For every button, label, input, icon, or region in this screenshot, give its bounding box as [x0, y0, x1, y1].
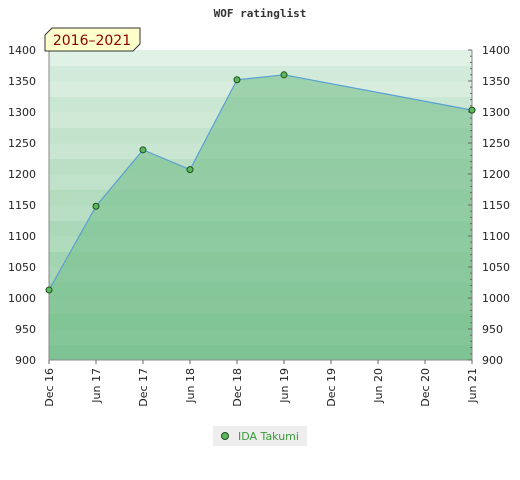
- y-tick-label-left: 1150: [8, 199, 36, 212]
- y-tick-label-right: 1300: [482, 106, 510, 119]
- legend-box: [213, 426, 307, 446]
- y-tick-label-right: 1150: [482, 199, 510, 212]
- x-tick-label: Jun 20: [372, 368, 385, 404]
- y-tick-label-left: 1050: [8, 261, 36, 274]
- x-tick-label: Dec 20: [419, 368, 432, 407]
- y-tick-label-right: 1350: [482, 75, 510, 88]
- y-tick-label-left: 1400: [8, 44, 36, 57]
- y-tick-label-right: 1400: [482, 44, 510, 57]
- y-tick-label-left: 1300: [8, 106, 36, 119]
- period-badge: 2016–2021: [44, 27, 141, 52]
- y-tick-label-left: 1200: [8, 168, 36, 181]
- y-tick-label-left: 1100: [8, 230, 36, 243]
- y-tick-label-right: 900: [482, 354, 503, 367]
- x-tick-label: Dec 19: [325, 368, 338, 407]
- y-tick-label-right: 1000: [482, 292, 510, 305]
- data-point: [468, 106, 476, 114]
- rating-markers: [45, 71, 476, 294]
- rating-area-fill: [49, 74, 472, 361]
- y-tick-label-right: 1100: [482, 230, 510, 243]
- y-tick-label-left: 1250: [8, 137, 36, 150]
- x-axis-labels: Dec 16 Jun 17 Dec 17 Jun 18 Dec 18 Jun 19 Dec …: [43, 360, 479, 407]
- y-tick-label-right: 1200: [482, 168, 510, 181]
- data-point: [186, 166, 194, 174]
- background-band: [49, 50, 472, 66]
- period-badge-shape: [44, 27, 141, 52]
- y-tick-label-right: 1250: [482, 137, 510, 150]
- axes: [48, 49, 473, 361]
- y-tick-label-left: 950: [15, 323, 36, 336]
- y-axis-labels: 900 900 950 950 1000 1000 1050 1050 1100 1100 1150…: [8, 44, 510, 367]
- period-badge-label: 2016–2021: [53, 33, 131, 49]
- y-tick-label-left: 1000: [8, 292, 36, 305]
- x-tick-label: Jun 18: [184, 368, 197, 404]
- y-tick-label-left: 900: [15, 354, 36, 367]
- data-point: [92, 202, 100, 210]
- y-tick-label-left: 1350: [8, 75, 36, 88]
- legend: IDA Takumi: [213, 426, 307, 446]
- data-point: [139, 146, 147, 154]
- x-tick-label: Jun 17: [90, 368, 103, 404]
- chart-title: WOF ratinglist: [214, 7, 307, 20]
- legend-marker: [221, 432, 229, 440]
- x-tick-label: Jun 21: [466, 368, 479, 404]
- y-tick-label-right: 950: [482, 323, 503, 336]
- y-tick-label-right: 1050: [482, 261, 510, 274]
- data-point: [280, 71, 288, 79]
- data-point: [233, 76, 241, 84]
- legend-label: IDA Takumi: [238, 430, 299, 443]
- x-tick-label: Dec 17: [137, 368, 150, 407]
- x-tick-label: Dec 16: [43, 368, 56, 407]
- x-tick-label: Jun 19: [278, 368, 291, 404]
- data-point: [45, 286, 53, 294]
- background-band: [49, 65, 472, 82]
- x-tick-label: Dec 18: [231, 368, 244, 407]
